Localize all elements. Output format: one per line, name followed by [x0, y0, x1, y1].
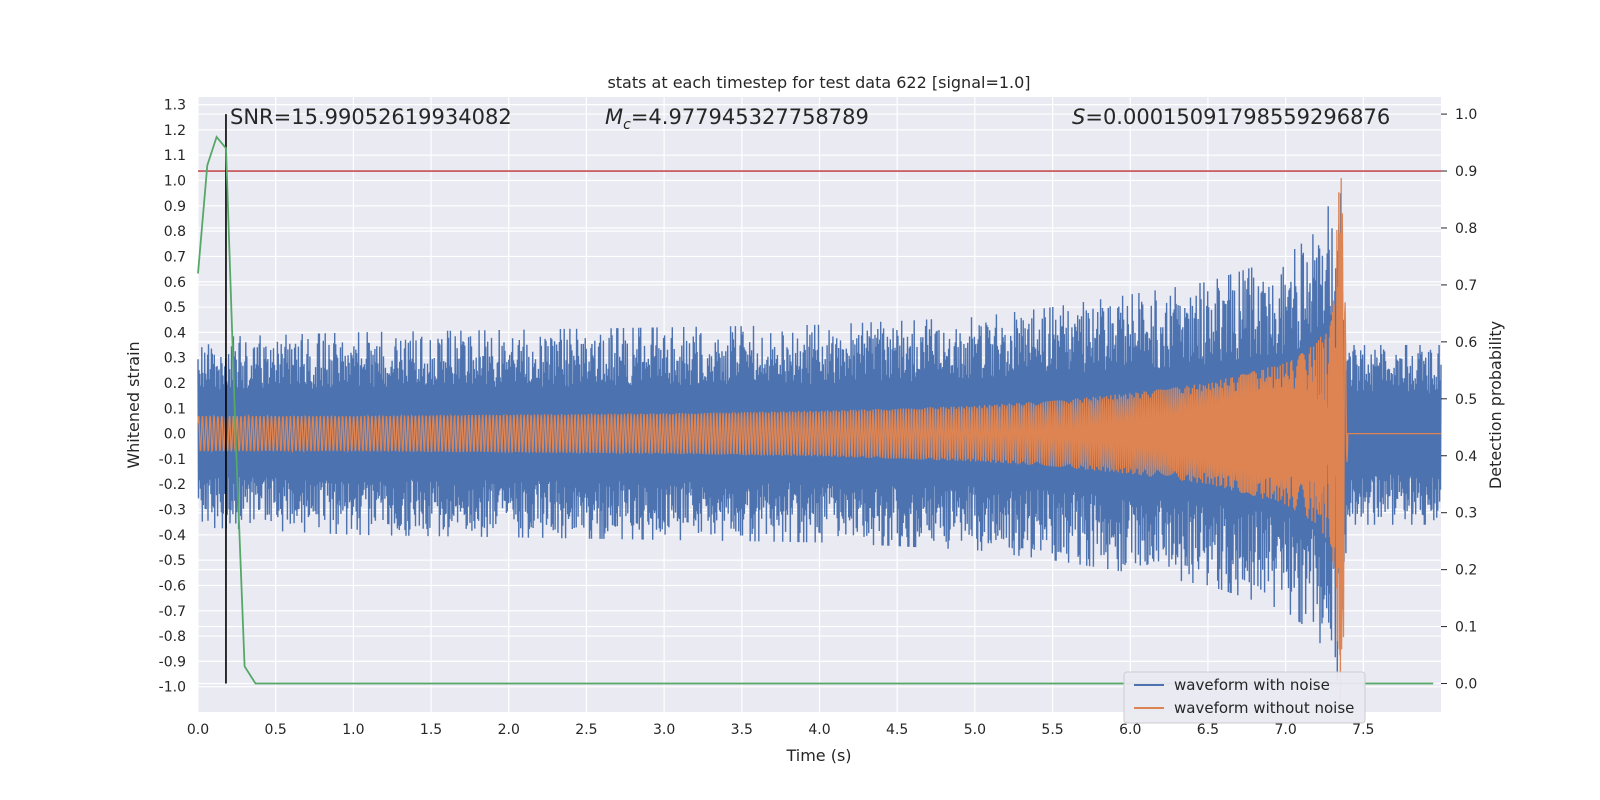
x-tick-label: 7.5	[1352, 722, 1374, 738]
overlay-lines	[197, 114, 1441, 685]
y2-tick-label: 0.6	[1455, 335, 1477, 351]
legend-label-clean: waveform without noise	[1174, 699, 1354, 717]
y-tick-label: -0.6	[159, 578, 186, 594]
chirp-mass-subscript: c	[623, 117, 631, 133]
x-tick-label: 4.0	[808, 722, 830, 738]
x-tick-label: 2.0	[498, 722, 520, 738]
y-tick-label: -0.3	[159, 503, 186, 519]
y-tick-label: -0.4	[159, 528, 186, 544]
y2-axis-label: Detection probability	[1486, 321, 1505, 489]
x-tick-label: 6.5	[1197, 722, 1219, 738]
x-tick-label: 0.5	[265, 722, 287, 738]
clean-waveform-line	[197, 178, 1441, 703]
x-axis-label: Time (s)	[785, 746, 851, 765]
y-tick-label: -0.5	[159, 553, 186, 569]
y-tick-label: -0.8	[159, 629, 186, 645]
y-tick-label: 1.2	[164, 123, 186, 139]
y2-tick-label: 0.5	[1455, 392, 1477, 408]
s-annotation: S=0.00015091798559296876	[1072, 105, 1390, 129]
clean-waveform-series	[197, 178, 1441, 703]
y-tick-label: -0.7	[159, 604, 186, 620]
chirp-mass-annotation: Mc=4.977945327758789	[605, 105, 869, 133]
y-tick-label: 1.0	[164, 174, 186, 190]
x-tick-label: 5.0	[964, 722, 986, 738]
y2-tick-label: 0.1	[1455, 620, 1477, 636]
y-tick-label: 0.1	[164, 401, 186, 417]
y-tick-label: 0.8	[164, 224, 186, 240]
legend-label-noise: waveform with noise	[1174, 676, 1330, 694]
y-tick-label: 0.2	[164, 376, 186, 392]
y-tick-label: 0.0	[164, 427, 186, 443]
ticks: 0.0 0.5 1.0 1.5 2.0 2.5 3.0 3.5 4.0 4.5 5.0 5.5 6.0 6…	[159, 98, 1478, 738]
y2-tick-label: 0.3	[1455, 506, 1477, 522]
x-tick-label: 2.5	[575, 722, 597, 738]
snr-annotation: SNR=15.99052619934082	[230, 105, 512, 129]
legend-box	[1123, 671, 1366, 724]
y-tick-label: -1.0	[159, 680, 186, 696]
y-tick-label: 1.3	[164, 98, 186, 114]
x-tick-label: 5.5	[1041, 722, 1063, 738]
y-tick-label: 0.9	[164, 199, 186, 215]
y-tick-label: 0.6	[164, 275, 186, 291]
y-tick-label: 0.4	[164, 325, 186, 341]
y-tick-label: 0.7	[164, 249, 186, 265]
y-tick-label: 0.3	[164, 351, 186, 367]
y-tick-label: 0.5	[164, 300, 186, 316]
y-tick-label: -0.2	[159, 477, 186, 493]
chirp-mass-value: =4.977945327758789	[631, 105, 869, 129]
detection-probability-line	[197, 135, 1434, 685]
s-value: =0.00015091798559296876	[1085, 105, 1390, 129]
chirp-mass-symbol: M	[605, 105, 623, 129]
x-tick-label: 1.0	[342, 722, 364, 738]
y-axis-label: Whitened strain	[124, 341, 143, 468]
y2-tick-label: 0.4	[1455, 449, 1477, 465]
y2-tick-label: 0.9	[1455, 164, 1477, 180]
legend: waveform with noise waveform without noi…	[1123, 671, 1366, 724]
y-tick-label: -0.1	[159, 452, 186, 468]
x-tick-label: 7.0	[1274, 722, 1296, 738]
x-tick-label: 1.5	[420, 722, 442, 738]
x-tick-label: 6.0	[1119, 722, 1141, 738]
y2-tick-label: 0.0	[1455, 677, 1477, 693]
x-tick-label: 3.0	[653, 722, 675, 738]
y2-tick-label: 0.8	[1455, 221, 1477, 237]
y2-tick-label: 0.7	[1455, 278, 1477, 294]
y-tick-label: -0.9	[159, 654, 186, 670]
chart-title: stats at each timestep for test data 622…	[607, 73, 1030, 92]
x-tick-label: 4.5	[886, 722, 908, 738]
x-tick-label: 3.5	[731, 722, 753, 738]
y2-tick-label: 0.2	[1455, 563, 1477, 579]
x-tick-label: 0.0	[187, 722, 209, 738]
y2-tick-label: 1.0	[1455, 107, 1477, 123]
y-tick-label: 1.1	[164, 148, 186, 164]
s-symbol: S	[1072, 105, 1085, 129]
